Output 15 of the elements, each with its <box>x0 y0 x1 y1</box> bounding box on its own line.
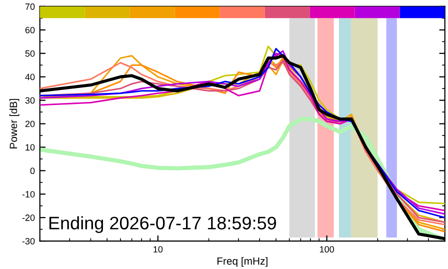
y-tick-label: 0 <box>30 168 35 174</box>
y-tick-label: 20 <box>25 120 35 128</box>
y-tick-label: 40 <box>25 74 35 80</box>
annotation: Ending 2026-07-17 18:59:59 <box>49 216 276 234</box>
y-tick-label: -30 <box>22 238 35 244</box>
y-tick-label: 70 <box>25 3 35 10</box>
x-axis-title: Freq [mHz] <box>217 257 268 267</box>
y-tick-label: -20 <box>22 214 35 221</box>
y-tick-label: 10 <box>26 144 35 151</box>
y-tick-label: 50 <box>25 50 35 57</box>
x-tick-label: 100 <box>320 246 334 253</box>
y-tick-label: 60 <box>25 26 35 34</box>
y-tick-label: 30 <box>25 97 35 104</box>
y-tick-label: -10 <box>22 191 35 198</box>
y-axis-title: Power [dB] <box>9 99 20 148</box>
